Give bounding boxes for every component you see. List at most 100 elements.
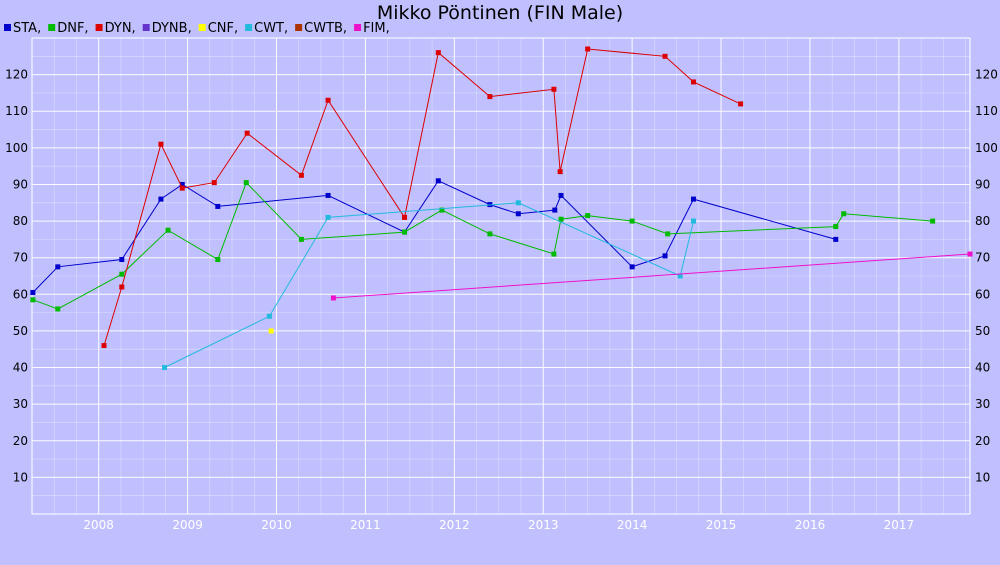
y-tick-label: 110	[5, 104, 28, 118]
legend-swatch	[4, 24, 11, 31]
y-tick-label: 30	[13, 397, 28, 411]
y-tick-label: 10	[13, 470, 28, 484]
data-point	[325, 97, 331, 103]
data-point	[165, 227, 171, 233]
y-tick-label-right: 90	[975, 177, 990, 191]
legend-swatch	[354, 24, 362, 31]
y-tick-label: 60	[13, 287, 28, 301]
data-point	[402, 229, 408, 235]
series-dnf	[30, 180, 936, 312]
data-point	[662, 53, 668, 59]
data-point	[585, 46, 591, 52]
y-axis-left: 10 20 30 40 50 60 70 80 90 100 110 120	[5, 68, 28, 485]
data-point	[158, 196, 164, 202]
data-point	[487, 94, 493, 100]
data-point	[551, 251, 557, 257]
x-tick-label: 2016	[795, 518, 826, 532]
y-tick-label-right: 20	[975, 434, 990, 448]
y-tick-label-right: 30	[975, 397, 990, 411]
y-tick-label: 20	[13, 434, 28, 448]
data-point	[557, 169, 563, 175]
data-point	[665, 231, 671, 237]
legend-swatch	[48, 24, 56, 31]
y-tick-label: 90	[13, 177, 28, 191]
data-point	[439, 207, 445, 213]
data-point	[629, 264, 635, 270]
x-tick-label: 2010	[261, 518, 292, 532]
y-tick-label: 40	[13, 361, 28, 375]
series-cwt	[161, 200, 696, 371]
data-point	[738, 101, 744, 107]
data-point	[158, 141, 164, 147]
legend-swatch	[245, 24, 253, 31]
data-point	[55, 306, 61, 312]
data-point	[119, 284, 125, 290]
y-tick-label-right: 50	[975, 324, 990, 338]
series-dyn	[101, 46, 744, 349]
y-tick-label: 120	[5, 68, 28, 82]
y-tick-label-right: 60	[975, 287, 990, 301]
data-point	[967, 251, 973, 257]
y-tick-label: 50	[13, 324, 28, 338]
y-tick-label-right: 70	[975, 251, 990, 265]
series-cnf	[268, 328, 274, 334]
data-point	[690, 196, 696, 202]
data-point	[101, 343, 107, 349]
y-tick-label: 100	[5, 141, 28, 155]
data-point	[435, 178, 441, 184]
series-sta	[30, 178, 839, 295]
legend-label: CWTB,	[304, 21, 347, 36]
y-tick-label-right: 110	[975, 104, 998, 118]
y-tick-label: 80	[13, 214, 28, 228]
x-tick-label: 2011	[350, 518, 381, 532]
x-axis: 2008 2009 2010 2011 2012 2013 2014 2015 2016 2017	[83, 518, 914, 532]
data-point	[435, 50, 441, 56]
legend-label: DNF,	[57, 21, 88, 36]
legend-label: DYNB,	[152, 21, 192, 36]
x-tick-label: 2017	[884, 518, 915, 532]
series-line	[32, 181, 933, 310]
x-tick-label: 2012	[439, 518, 470, 532]
legend-label: FIM,	[363, 21, 390, 36]
y-tick-label-right: 40	[975, 361, 990, 375]
x-tick-label: 2014	[617, 518, 648, 532]
series-line	[333, 253, 971, 299]
data-point	[551, 86, 557, 92]
data-point	[55, 264, 61, 270]
legend-swatch	[95, 24, 103, 31]
data-point	[215, 203, 221, 209]
data-point	[266, 313, 272, 319]
data-point	[515, 200, 521, 206]
data-point	[558, 216, 564, 222]
series-line	[164, 202, 694, 368]
data-point	[841, 211, 847, 217]
data-point	[833, 236, 839, 242]
data-point	[211, 180, 217, 186]
y-tick-label-right: 100	[975, 141, 998, 155]
data-point	[179, 181, 185, 187]
series-layer	[30, 46, 973, 371]
data-point	[690, 218, 696, 224]
y-tick-label: 70	[13, 251, 28, 265]
legend-swatch	[295, 24, 303, 31]
y-tick-label-right: 10	[975, 470, 990, 484]
series-fim	[330, 251, 973, 301]
data-point	[552, 207, 558, 213]
data-point	[629, 218, 635, 224]
data-point	[298, 172, 304, 178]
data-point	[119, 271, 125, 277]
x-tick-label: 2009	[172, 518, 203, 532]
data-point	[402, 214, 408, 220]
legend-label: DYN,	[105, 21, 136, 36]
data-point	[268, 328, 274, 334]
y-tick-label-right: 80	[975, 214, 990, 228]
legend: STA, DNF, DYN, DYNB, CNF, CWT, CWTB, FIM,	[4, 21, 390, 36]
legend-swatch	[142, 24, 150, 31]
data-point	[690, 79, 696, 85]
series-line	[103, 48, 741, 346]
plot-frame	[31, 37, 971, 515]
data-point	[662, 253, 668, 259]
x-tick-label: 2015	[706, 518, 737, 532]
